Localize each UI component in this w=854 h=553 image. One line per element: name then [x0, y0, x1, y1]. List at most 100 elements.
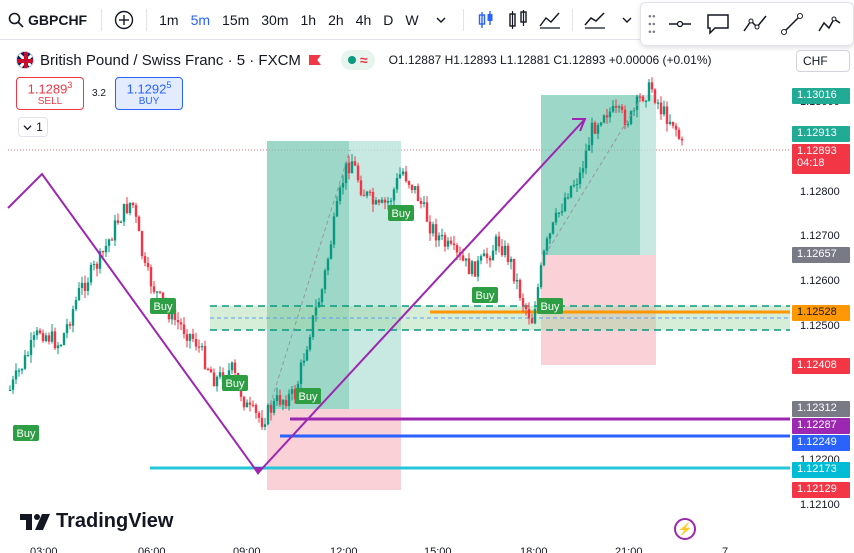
- lightning-icon[interactable]: ⚡: [674, 518, 696, 540]
- buy-signal-marker[interactable]: Buy: [388, 205, 414, 221]
- buy-signal-label: Buy: [541, 301, 560, 313]
- compare-button[interactable]: [505, 7, 531, 33]
- candle-body: [299, 362, 303, 384]
- long-position-profit-zone: [349, 141, 401, 409]
- candle-body: [50, 331, 54, 342]
- candle-body: [578, 172, 582, 184]
- candle-body: [671, 121, 675, 126]
- callout-button[interactable]: [704, 10, 731, 38]
- drawing-toolbar[interactable]: [640, 2, 854, 46]
- trend-line-button[interactable]: [778, 10, 805, 38]
- data-delay-icon: ≈: [359, 52, 368, 68]
- candle-body: [263, 424, 267, 427]
- area-chart-button[interactable]: [537, 7, 563, 33]
- chevron-down-icon: [436, 17, 446, 23]
- candle-body: [107, 239, 111, 246]
- candle-body: [53, 331, 57, 349]
- symbol-search[interactable]: GBPCHF: [0, 0, 95, 39]
- market-status-badge[interactable]: ≈: [340, 50, 375, 70]
- price-label-text: 1.12913: [797, 127, 837, 139]
- candle-body: [425, 202, 429, 222]
- flag-marker-icon[interactable]: [308, 55, 321, 65]
- candle-body: [470, 261, 474, 275]
- brush-button[interactable]: [816, 10, 843, 38]
- interval-list: 1m 5m 15m 30m 1h 2h 4h D W: [153, 0, 424, 39]
- buy-signal-marker[interactable]: Buy: [150, 298, 176, 314]
- sell-price: 1.12893: [27, 80, 73, 97]
- candle-body: [11, 379, 15, 390]
- interval-button[interactable]: W: [405, 11, 419, 28]
- candle-body: [23, 355, 27, 369]
- buy-signal-bg: [150, 298, 176, 314]
- candle-body: [20, 368, 24, 371]
- candle-body: [668, 121, 672, 124]
- indicators-dropdown-button[interactable]: [614, 7, 640, 33]
- candle-body: [560, 211, 564, 213]
- candle-body: [644, 100, 648, 102]
- candle-body: [350, 161, 354, 174]
- buy-button[interactable]: 1.12925 BUY: [115, 77, 183, 110]
- divider: [462, 8, 464, 31]
- buy-signal-marker[interactable]: Buy: [537, 298, 563, 314]
- candles-button[interactable]: [473, 7, 499, 33]
- buy-signal-marker[interactable]: Buy: [295, 388, 321, 404]
- interval-button[interactable]: 15m: [222, 11, 250, 28]
- candle-body: [440, 235, 444, 237]
- interval-button[interactable]: 1h: [300, 11, 317, 28]
- logo-text: TradingView: [56, 510, 174, 532]
- candle-body: [653, 89, 657, 103]
- interval-button[interactable]: 5m: [190, 11, 211, 28]
- zigzag-line: [7, 118, 586, 475]
- candle-body: [308, 336, 312, 350]
- interval-dropdown-button[interactable]: [428, 7, 454, 33]
- path-tool-button[interactable]: [741, 10, 768, 38]
- candle-body: [278, 395, 282, 405]
- compare-icon: [508, 9, 527, 29]
- buy-label: BUY: [138, 96, 160, 108]
- candle-body: [332, 216, 336, 245]
- candle-body: [461, 255, 465, 261]
- buy-signal-label: Buy: [17, 428, 36, 440]
- time-axis[interactable]: 03:00 06:00 09:00 12:00 15:00 18:00 21:00 7: [0, 544, 854, 553]
- interval-button[interactable]: D: [383, 11, 394, 28]
- candle-body: [182, 324, 186, 335]
- sell-button[interactable]: 1.12893 SELL: [16, 77, 84, 110]
- interval-button[interactable]: 4h: [355, 11, 372, 28]
- buy-signal-marker[interactable]: Buy: [472, 287, 498, 303]
- candle-body: [98, 251, 102, 269]
- buy-signal-bg: [222, 375, 248, 391]
- candle-body: [413, 186, 417, 191]
- price-tick-label: 1.12500: [800, 320, 840, 332]
- symbol-title[interactable]: British Pound / Swiss Franc · 5 · FXCM: [40, 51, 301, 69]
- horizontal-line-button[interactable]: [667, 10, 694, 38]
- candle-body: [269, 405, 273, 413]
- candle-body: [338, 187, 342, 202]
- interval-button[interactable]: 1m: [159, 11, 179, 28]
- price-tick-label: 1.12100: [800, 499, 840, 511]
- candle-body: [86, 282, 90, 291]
- candle-body: [356, 165, 360, 181]
- candle-body: [209, 369, 213, 373]
- candle-body: [41, 333, 45, 341]
- candle-body: [380, 199, 384, 203]
- buy-signal-marker[interactable]: Buy: [222, 375, 248, 391]
- candle-body: [320, 289, 324, 303]
- indicators-button[interactable]: [582, 7, 608, 33]
- buy-signal-marker[interactable]: Buy: [13, 425, 39, 441]
- currency-select[interactable]: CHF: [796, 50, 850, 72]
- price-scale[interactable]: 1.130001.128001.127001.126001.125001.122…: [790, 78, 854, 528]
- candle-body: [500, 246, 504, 256]
- interval-button[interactable]: 2h: [328, 11, 344, 28]
- add-symbol-button[interactable]: [111, 7, 137, 33]
- drag-handle-icon[interactable]: [647, 12, 657, 36]
- candle-body: [581, 168, 585, 173]
- candle-body: [662, 106, 666, 115]
- candle-body: [113, 220, 117, 241]
- lots-toggle[interactable]: 1: [18, 117, 48, 137]
- candle-body: [611, 105, 615, 112]
- candle-body: [65, 324, 69, 334]
- candle-body: [140, 231, 144, 257]
- interval-button[interactable]: 30m: [261, 11, 289, 28]
- candle-body: [479, 256, 483, 261]
